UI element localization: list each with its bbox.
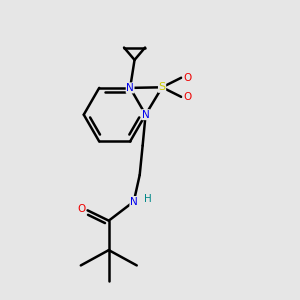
- Text: O: O: [183, 92, 191, 102]
- Text: O: O: [183, 73, 191, 83]
- Text: H: H: [144, 194, 152, 204]
- Text: N: N: [142, 110, 149, 120]
- Text: O: O: [77, 204, 85, 214]
- Text: N: N: [126, 83, 134, 93]
- Text: S: S: [158, 82, 166, 92]
- Text: N: N: [130, 196, 138, 206]
